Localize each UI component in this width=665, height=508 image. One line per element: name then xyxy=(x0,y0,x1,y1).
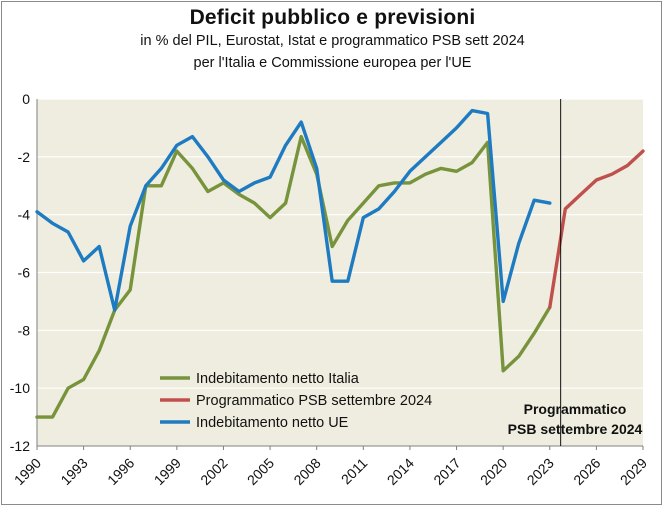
x-tick-label: 2002 xyxy=(197,455,230,488)
x-axis-ticks: 1990 1993 1996 1999 2002 2005 2008 2011 2014 2017… xyxy=(11,446,650,488)
annotation-line-1: Programmatico xyxy=(524,401,627,417)
x-tick-label: 1993 xyxy=(57,455,90,488)
chart-title: Deficit pubblico e previsioni xyxy=(189,6,476,29)
title-block: Deficit pubblico e previsioni in % del P… xyxy=(0,6,665,74)
series-line-2 xyxy=(35,108,552,312)
legend-label-1: Programmatico PSB settembre 2024 xyxy=(196,393,432,409)
x-tick-label: 1990 xyxy=(11,455,44,488)
x-tick-label: 2026 xyxy=(570,455,603,488)
legend-label-2: Indebitamento netto UE xyxy=(196,415,349,431)
legend: Indebitamento netto Italia Programmatico … xyxy=(160,371,432,431)
x-tick-label: 2029 xyxy=(617,455,650,488)
y-tick-label: -8 xyxy=(18,322,31,338)
gridlines xyxy=(36,98,643,447)
annotation-line-2: PSB settembre 2024 xyxy=(508,421,643,437)
y-tick-label: 0 xyxy=(22,91,30,107)
y-tick-label: -4 xyxy=(18,207,31,223)
series-line-1 xyxy=(548,149,645,309)
x-tick-label: 1999 xyxy=(151,455,184,488)
chart-subtitle-line-1: in % del PIL, Eurostat, Istat e programm… xyxy=(140,33,525,49)
x-tick-label: 2014 xyxy=(384,455,417,488)
x-tick-label: 2011 xyxy=(338,455,371,488)
y-tick-label: -2 xyxy=(18,149,31,165)
series-line-0 xyxy=(35,134,552,419)
x-tick-label: 2017 xyxy=(430,455,463,488)
x-tick-label: 2023 xyxy=(524,455,557,488)
y-axis-ticks: 0 -2 -4 -6 -8 -10 -12 xyxy=(10,91,30,454)
chart-subtitle-line-2: per l'Italia e Commissione europea per l… xyxy=(193,55,472,71)
x-tick-label: 2008 xyxy=(290,455,323,488)
x-tick-label: 2005 xyxy=(244,455,277,488)
series-lines xyxy=(35,108,645,419)
y-tick-label: -12 xyxy=(10,438,30,454)
x-tick-label: 2020 xyxy=(477,455,510,488)
x-tick-label: 1996 xyxy=(104,455,137,488)
legend-label-0: Indebitamento netto Italia xyxy=(196,371,360,387)
y-tick-label: -10 xyxy=(10,380,30,396)
y-tick-label: -6 xyxy=(18,265,31,281)
